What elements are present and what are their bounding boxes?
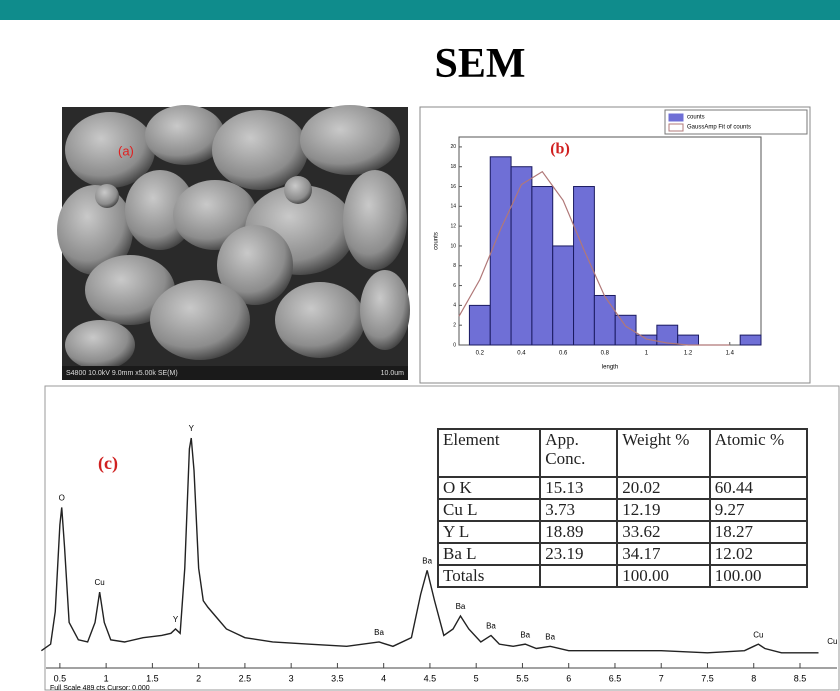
table-cell: 12.02 bbox=[710, 543, 807, 565]
y-tick-label: 4 bbox=[453, 303, 456, 309]
table-cell: 3.73 bbox=[540, 499, 617, 521]
y-tick-label: 8 bbox=[453, 263, 456, 269]
table-cell: 18.27 bbox=[710, 521, 807, 543]
x-tick-label: 1.4 bbox=[726, 351, 735, 357]
x-tick-label: 7.5 bbox=[701, 673, 714, 683]
sem-caption: S4800 10.0kV 9.0mm x5.00k SE(M) bbox=[66, 370, 178, 377]
table-cell: 9.27 bbox=[710, 499, 807, 521]
table-cell: 12.19 bbox=[617, 499, 709, 521]
table-cell: Y L bbox=[438, 521, 540, 543]
y-tick-label: 12 bbox=[450, 223, 456, 229]
table-cell: 100.00 bbox=[617, 565, 709, 587]
x-tick-label: 2.5 bbox=[239, 673, 252, 683]
table-cell: Totals bbox=[438, 565, 540, 587]
x-tick-label: 3.5 bbox=[331, 673, 344, 683]
y-tick-label: 18 bbox=[450, 164, 456, 170]
peak-label: Cu bbox=[753, 630, 763, 639]
table-cell: 15.13 bbox=[540, 477, 617, 499]
table-cell: Atomic % bbox=[710, 429, 807, 477]
legend-label: GaussAmp Fit of counts bbox=[687, 125, 751, 131]
y-axis-title: counts bbox=[434, 232, 440, 250]
table-cell: 34.17 bbox=[617, 543, 709, 565]
table-cell: 33.62 bbox=[617, 521, 709, 543]
x-tick-label: 0.2 bbox=[476, 351, 485, 357]
legend-label: counts bbox=[687, 115, 705, 121]
x-tick-label: 1.2 bbox=[684, 351, 693, 357]
bar bbox=[553, 246, 574, 345]
peak-label: Cu bbox=[95, 578, 105, 587]
bar bbox=[594, 295, 615, 345]
x-tick-label: 6.5 bbox=[609, 673, 622, 683]
table-cell: 23.19 bbox=[540, 543, 617, 565]
table-cell bbox=[540, 565, 617, 587]
bar bbox=[511, 167, 532, 345]
sem-scale: 10.0um bbox=[381, 370, 405, 377]
x-tick-label: 5.5 bbox=[516, 673, 529, 683]
bar bbox=[678, 335, 699, 345]
y-tick-label: 20 bbox=[450, 144, 456, 150]
x-tick-label: 6 bbox=[566, 673, 571, 683]
x-tick-label: 1 bbox=[104, 673, 109, 683]
peak-label: Y bbox=[189, 424, 195, 433]
x-tick-label: 0.5 bbox=[54, 673, 67, 683]
x-axis-title: length bbox=[602, 365, 618, 371]
x-tick-label: 1.5 bbox=[146, 673, 159, 683]
table-cell: 18.89 bbox=[540, 521, 617, 543]
x-tick-label: 0.4 bbox=[517, 351, 526, 357]
peak-label: Ba bbox=[520, 630, 530, 639]
panel-label: (a) bbox=[118, 143, 134, 158]
table-cell: 100.00 bbox=[710, 565, 807, 587]
panel-label: (b) bbox=[550, 141, 570, 158]
y-tick-label: 14 bbox=[450, 204, 456, 210]
x-tick-label: 8.5 bbox=[794, 673, 807, 683]
peak-label: Ba bbox=[456, 602, 466, 611]
sem-image: S4800 10.0kV 9.0mm x5.00k SE(M) 10.0um (… bbox=[57, 105, 410, 380]
legend-swatch bbox=[669, 114, 683, 121]
x-tick-label: 0.8 bbox=[601, 351, 610, 357]
y-tick-label: 16 bbox=[450, 184, 456, 190]
bar bbox=[532, 187, 553, 345]
bar bbox=[740, 335, 761, 345]
x-tick-label: 8 bbox=[751, 673, 756, 683]
table-cell: Ba L bbox=[438, 543, 540, 565]
peak-label: Y bbox=[173, 615, 179, 624]
peak-label: Ba bbox=[545, 632, 555, 641]
x-tick-label: 4 bbox=[381, 673, 386, 683]
y-tick-label: 10 bbox=[450, 243, 456, 249]
bar bbox=[469, 305, 490, 345]
x-tick-label: 5 bbox=[474, 673, 479, 683]
peak-label: Cu bbox=[827, 637, 837, 646]
y-tick-label: 2 bbox=[453, 323, 456, 329]
slide: SEM S4800 10.0kV 9.0mm x5.00k SE(M) 10.0… bbox=[0, 0, 840, 691]
x-tick-label: 7 bbox=[659, 673, 664, 683]
peak-label: Ba bbox=[486, 622, 496, 631]
x-tick-label: 4.5 bbox=[424, 673, 437, 683]
table-cell: 20.02 bbox=[617, 477, 709, 499]
peak-label: Ba bbox=[422, 556, 432, 565]
y-tick-label: 0 bbox=[453, 342, 456, 348]
table-cell: Cu L bbox=[438, 499, 540, 521]
table-cell: Element bbox=[438, 429, 540, 477]
peak-label: O bbox=[59, 494, 65, 503]
x-tick-label: 3 bbox=[289, 673, 294, 683]
y-tick-label: 6 bbox=[453, 283, 456, 289]
table-cell: Weight % bbox=[617, 429, 709, 477]
panel-label: (c) bbox=[98, 453, 118, 474]
bar bbox=[490, 157, 511, 345]
x-tick-label: 2 bbox=[196, 673, 201, 683]
spectrum-footer: Full Scale 489 cts Cursor: 0.000 bbox=[50, 685, 150, 691]
table-cell: O K bbox=[438, 477, 540, 499]
table-cell: 60.44 bbox=[710, 477, 807, 499]
peak-label: Ba bbox=[374, 628, 384, 637]
table-cell: App. Conc. bbox=[540, 429, 617, 477]
x-tick-label: 0.6 bbox=[559, 351, 568, 357]
